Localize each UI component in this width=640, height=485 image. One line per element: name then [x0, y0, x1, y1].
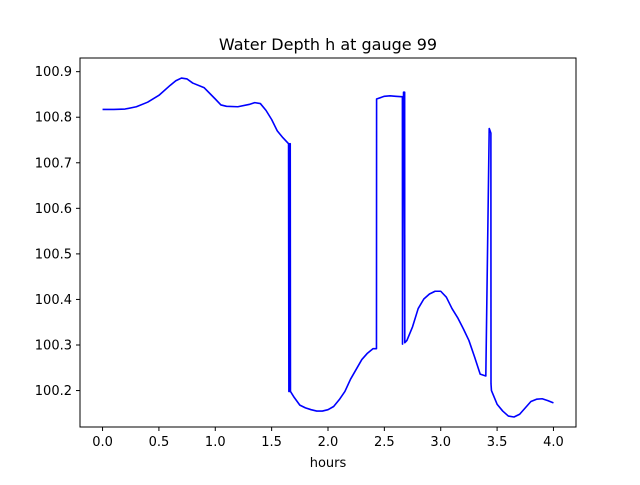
- x-tick-label: 2.0: [318, 435, 339, 450]
- y-tick-label: 100.9: [35, 65, 72, 80]
- x-tick-label: 1.0: [205, 435, 226, 450]
- y-tick-label: 100.5: [35, 247, 72, 262]
- y-axis: 100.2 100.3 100.4 100.5 100.6 100.7 100.8 100.9: [35, 65, 80, 399]
- x-axis-label: hours: [310, 456, 347, 471]
- x-tick-label: 0.0: [92, 435, 113, 450]
- series-layer: [102, 77, 554, 418]
- chart-title: Water Depth h at gauge 99: [219, 35, 437, 54]
- x-axis: 0.0 0.5 1.0 1.5 2.0 2.5 3.0 3.5 4.0: [92, 427, 564, 450]
- x-tick-label: 4.0: [543, 435, 564, 450]
- y-tick-label: 100.2: [35, 384, 72, 399]
- y-tick-label: 100.6: [35, 202, 72, 217]
- y-tick-label: 100.7: [35, 156, 72, 171]
- x-tick-label: 0.5: [149, 435, 170, 450]
- series-line: [102, 77, 554, 418]
- x-tick-label: 2.5: [374, 435, 395, 450]
- y-tick-label: 100.4: [35, 293, 72, 308]
- x-tick-label: 1.5: [261, 435, 282, 450]
- y-tick-label: 100.8: [35, 111, 72, 126]
- y-tick-label: 100.3: [35, 339, 72, 354]
- x-tick-label: 3.0: [430, 435, 451, 450]
- x-tick-label: 3.5: [487, 435, 508, 450]
